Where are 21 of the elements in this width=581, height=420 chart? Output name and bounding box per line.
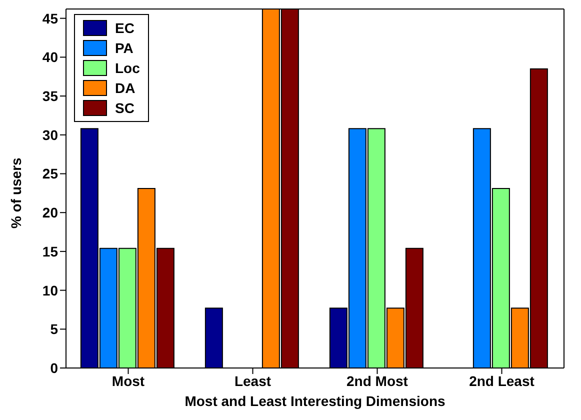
y-tick-label: 35	[42, 88, 58, 104]
y-tick-label: 25	[42, 166, 58, 182]
x-tick-label: 2nd Least	[469, 372, 535, 389]
x-tick-label: Least	[234, 372, 272, 389]
y-tick-label: 40	[42, 49, 58, 66]
y-tick-label: 15	[42, 243, 58, 260]
legend-label: SC	[115, 100, 134, 116]
y-tick-label: 10	[42, 282, 58, 298]
legend-label: EC	[115, 20, 134, 36]
legend-label: PA	[115, 40, 134, 56]
y-tick-label: 5	[50, 321, 58, 338]
x-tick-label: 2nd Most	[346, 372, 408, 389]
y-tick-label: 30	[42, 126, 58, 143]
y-tick-label: 0	[50, 360, 58, 376]
legend-label: Loc	[115, 60, 140, 76]
y-tick-label: 20	[42, 204, 58, 221]
y-tick-label: 45	[42, 10, 58, 26]
legend-label: DA	[115, 80, 136, 96]
x-tick-label: Most	[112, 372, 145, 389]
x-axis-title: Most and Least Interesting Dimensions	[184, 393, 446, 409]
y-axis-title: % of users	[8, 157, 24, 228]
